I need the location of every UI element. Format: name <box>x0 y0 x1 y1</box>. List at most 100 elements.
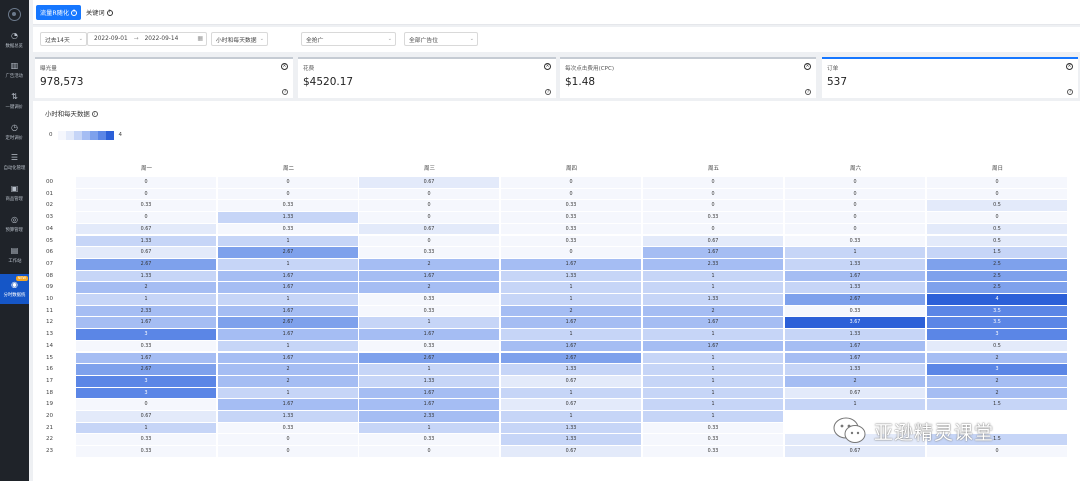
heatmap-cell[interactable]: 3.5 <box>927 317 1068 330</box>
heatmap-cell[interactable]: 0.33 <box>218 422 359 435</box>
heatmap-cell[interactable]: 1 <box>76 422 217 435</box>
help-icon[interactable]: ? <box>282 89 288 95</box>
heatmap-cell[interactable]: 1.67 <box>501 258 642 271</box>
heatmap-cell[interactable]: 2 <box>218 364 359 376</box>
heatmap-cell[interactable]: 0 <box>359 188 500 201</box>
date-range-picker[interactable]: 2022-09-01 → 2022-09-14 ▦ <box>87 32 207 46</box>
heatmap-cell[interactable]: 0.33 <box>359 434 500 447</box>
heatmap-cell[interactable]: 0 <box>643 188 784 201</box>
metric-card-orders[interactable]: 订单 537 × ? <box>822 57 1078 98</box>
heatmap-cell[interactable]: 2.33 <box>76 305 217 318</box>
heatmap-cell[interactable]: 3 <box>927 329 1068 341</box>
heatmap-cell[interactable]: 0 <box>785 212 926 224</box>
heatmap-cell[interactable]: 2.67 <box>785 294 926 306</box>
heatmap-cell[interactable]: 2.5 <box>927 258 1068 271</box>
heatmap-cell[interactable]: 3.67 <box>785 317 926 330</box>
close-icon[interactable]: × <box>281 63 288 70</box>
heatmap-cell[interactable] <box>927 411 1068 423</box>
heatmap-cell[interactable]: 0 <box>643 177 784 189</box>
heatmap-cell[interactable]: 1.33 <box>218 411 359 423</box>
sidebar-item-5[interactable]: ▣ 商品管理 <box>0 178 29 208</box>
sidebar-item-2[interactable]: ⇅ 一键调价 <box>0 86 29 116</box>
heatmap-cell[interactable]: 0.33 <box>643 212 784 224</box>
heatmap-cell[interactable]: 1.67 <box>359 329 500 341</box>
heatmap-cell[interactable]: 2 <box>643 305 784 318</box>
heatmap-cell[interactable]: 1 <box>501 294 642 306</box>
heatmap-cell[interactable]: 1 <box>76 294 217 306</box>
heatmap-cell[interactable]: 1.67 <box>501 340 642 353</box>
heatmap-cell[interactable]: 1 <box>501 387 642 400</box>
help-icon[interactable]: ? <box>106 9 113 16</box>
heatmap-cell[interactable] <box>927 422 1068 435</box>
heatmap-cell[interactable]: 0.33 <box>643 422 784 435</box>
heatmap-cell[interactable]: 2 <box>359 282 500 294</box>
heatmap-cell[interactable]: 1.33 <box>501 270 642 283</box>
heatmap-cell[interactable]: 0 <box>501 247 642 259</box>
heatmap-cell[interactable]: 0 <box>643 200 784 213</box>
heatmap-cell[interactable]: 3 <box>927 364 1068 376</box>
heatmap-cell[interactable]: 1.67 <box>501 317 642 330</box>
heatmap-cell[interactable]: 2.67 <box>76 258 217 271</box>
heatmap-cell[interactable]: 1.67 <box>359 270 500 283</box>
heatmap-cell[interactable]: 1.33 <box>785 282 926 294</box>
heatmap-cell[interactable]: 1.33 <box>76 270 217 283</box>
heatmap-cell[interactable]: 1.67 <box>359 387 500 400</box>
heatmap-cell[interactable]: 1 <box>643 411 784 423</box>
heatmap-cell[interactable]: 1 <box>643 399 784 411</box>
heatmap-cell[interactable]: 0.67 <box>643 235 784 248</box>
heatmap-cell[interactable]: 2.33 <box>359 411 500 423</box>
help-icon[interactable]: i <box>91 110 98 117</box>
heatmap-cell[interactable]: 1 <box>643 282 784 294</box>
heatmap-cell[interactable]: 3 <box>76 329 217 341</box>
help-icon[interactable]: ? <box>71 9 78 16</box>
heatmap-cell[interactable]: 0 <box>785 223 926 236</box>
range-select[interactable]: 过去14天 ⌄ <box>40 32 87 46</box>
heatmap-cell[interactable]: 1.67 <box>359 399 500 411</box>
heatmap-cell[interactable]: 1.33 <box>785 329 926 341</box>
heatmap-cell[interactable]: 0 <box>218 446 359 458</box>
heatmap-cell[interactable]: 0.33 <box>76 200 217 213</box>
tab-keywords[interactable]: 关键词 ? <box>82 5 117 20</box>
heatmap-cell[interactable]: 1.67 <box>218 329 359 341</box>
heatmap-cell[interactable]: 1.67 <box>643 247 784 259</box>
heatmap-cell[interactable]: 2.67 <box>218 247 359 259</box>
metric-card-cpc[interactable]: 每次点击费用(CPC) $1.48 × ? <box>560 57 816 98</box>
heatmap-cell[interactable]: 2.67 <box>218 317 359 330</box>
heatmap-cell[interactable]: 0.67 <box>501 446 642 458</box>
heatmap-cell[interactable]: 0.33 <box>76 446 217 458</box>
heatmap-cell[interactable]: 1.67 <box>643 340 784 353</box>
heatmap-cell[interactable]: 3 <box>76 375 217 388</box>
heatmap-cell[interactable]: 1 <box>785 399 926 411</box>
heatmap-cell[interactable]: 1 <box>643 375 784 388</box>
sidebar-item-4[interactable]: ☰ 自动化管理 <box>0 147 29 177</box>
heatmap-cell[interactable]: 0.5 <box>927 223 1068 236</box>
heatmap-cell[interactable]: 0.33 <box>76 434 217 447</box>
heatmap-cell[interactable]: 0.33 <box>501 223 642 236</box>
heatmap-cell[interactable]: 2.67 <box>501 352 642 365</box>
heatmap-cell[interactable]: 1 <box>643 270 784 283</box>
heatmap-cell[interactable]: 0.33 <box>359 340 500 353</box>
metric-card-spend[interactable]: 花费 $4520.17 × ? <box>298 57 556 98</box>
heatmap-cell[interactable]: 0 <box>359 235 500 248</box>
tab-traffic[interactable]: 流量R随化 ? <box>36 5 82 20</box>
heatmap-cell[interactable]: 0.67 <box>76 247 217 259</box>
sidebar-item-6[interactable]: ◎ 预算管理 <box>0 209 29 239</box>
heatmap-cell[interactable]: 1.33 <box>785 364 926 376</box>
heatmap-cell[interactable]: 0 <box>76 399 217 411</box>
heatmap-cell[interactable]: 0.33 <box>359 294 500 306</box>
heatmap-cell[interactable]: 2 <box>359 258 500 271</box>
heatmap-cell[interactable]: 1.67 <box>218 282 359 294</box>
heatmap-cell[interactable]: 0 <box>927 212 1068 224</box>
heatmap-cell[interactable]: 0 <box>501 177 642 189</box>
heatmap-cell[interactable]: 0.33 <box>643 446 784 458</box>
heatmap-cell[interactable]: 0.67 <box>359 223 500 236</box>
placement-select[interactable]: 全部广告位 ⌄ <box>404 32 478 46</box>
heatmap-cell[interactable]: 1 <box>218 235 359 248</box>
heatmap-cell[interactable]: 1.33 <box>501 434 642 447</box>
sidebar-item-1[interactable]: ▥ 广告活动 <box>0 55 29 85</box>
heatmap-cell[interactable]: 1 <box>218 258 359 271</box>
heatmap-cell[interactable]: 0.33 <box>218 200 359 213</box>
heatmap-cell[interactable]: 0 <box>218 434 359 447</box>
heatmap-cell[interactable]: 0 <box>359 200 500 213</box>
sidebar-item-8[interactable]: ◉ 分时数据统 NEW <box>0 274 29 304</box>
